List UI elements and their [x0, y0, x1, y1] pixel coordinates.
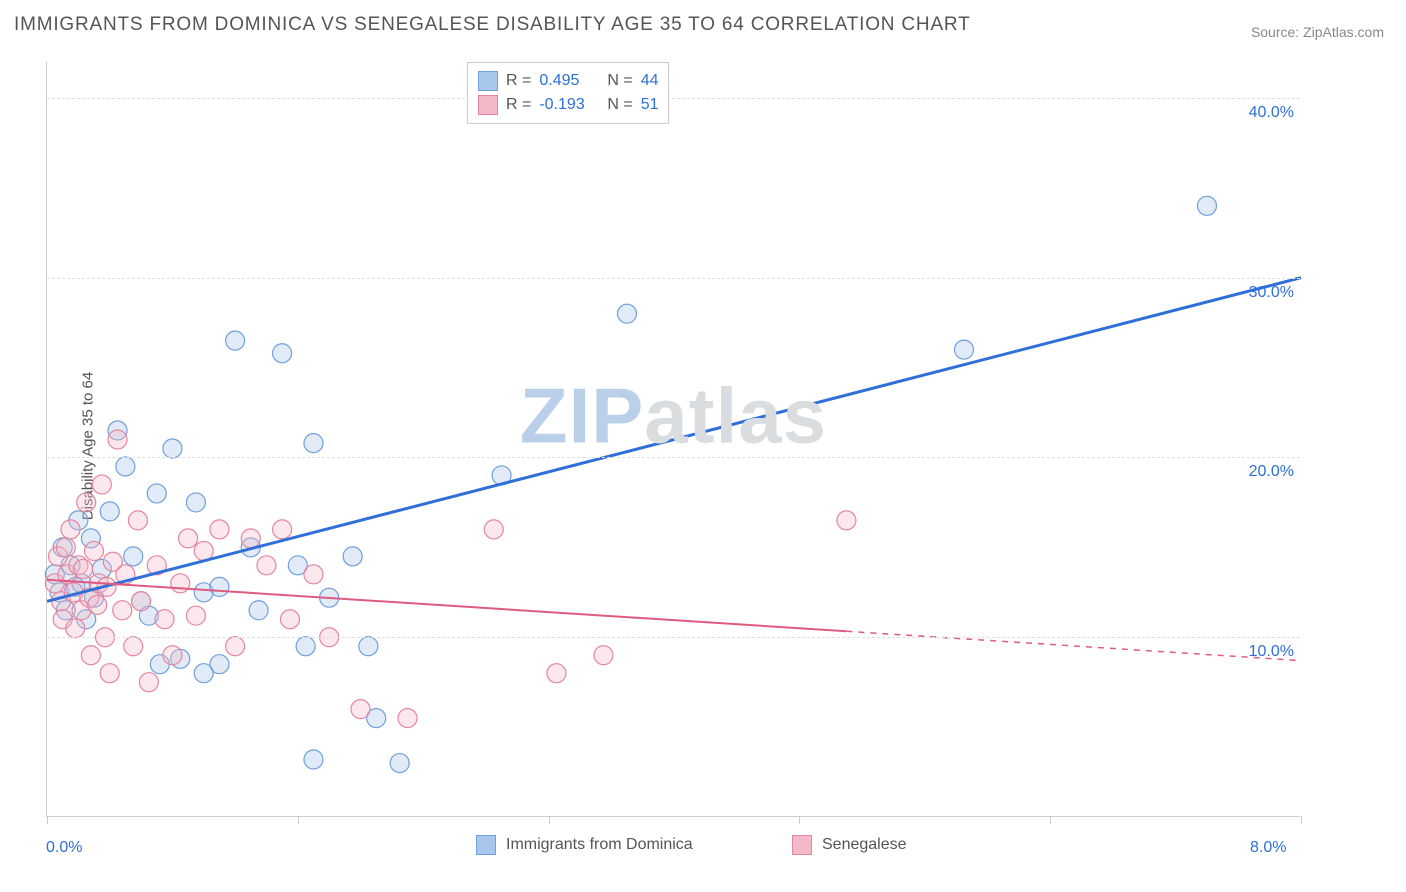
data-point: [547, 664, 566, 683]
x-tick-mark: [47, 816, 48, 824]
correlation-legend-row: R = -0.193 N = 51: [478, 93, 658, 117]
data-point: [390, 754, 409, 773]
legend-swatch: [478, 95, 498, 115]
data-point: [398, 709, 417, 728]
n-label: N =: [607, 96, 632, 114]
gridline: [47, 98, 1300, 99]
correlation-legend: R = 0.495 N = 44 R = -0.193 N = 51: [467, 62, 669, 124]
data-point: [249, 601, 268, 620]
data-point: [81, 646, 100, 665]
data-point: [617, 304, 636, 323]
r-value: 0.495: [539, 72, 599, 90]
data-point: [163, 646, 182, 665]
data-point: [163, 439, 182, 458]
correlation-legend-row: R = 0.495 N = 44: [478, 69, 658, 93]
r-value: -0.193: [539, 96, 599, 114]
data-point: [100, 664, 119, 683]
gridline: [47, 457, 1300, 458]
data-point: [296, 637, 315, 656]
n-value: 44: [641, 72, 659, 90]
data-point: [179, 529, 198, 548]
x-tick-mark: [298, 816, 299, 824]
x-tick-mark: [1050, 816, 1051, 824]
x-tick-mark: [799, 816, 800, 824]
data-point: [837, 511, 856, 530]
x-tick-mark: [549, 816, 550, 824]
data-point: [186, 493, 205, 512]
data-point: [74, 559, 93, 578]
plot-svg: [47, 62, 1300, 816]
gridline: [47, 637, 1300, 638]
data-point: [304, 565, 323, 584]
data-point: [257, 556, 276, 575]
data-point: [147, 484, 166, 503]
y-tick-label: 20.0%: [1249, 463, 1294, 481]
r-label: R =: [506, 96, 531, 114]
data-point: [61, 520, 80, 539]
data-point: [304, 750, 323, 769]
data-point: [351, 700, 370, 719]
data-point: [1197, 196, 1216, 215]
data-point: [128, 511, 147, 530]
source-label: Source: ZipAtlas.com: [1251, 24, 1384, 40]
data-point: [594, 646, 613, 665]
legend-swatch: [792, 835, 812, 855]
data-point: [226, 331, 245, 350]
data-point: [92, 475, 111, 494]
data-point: [171, 574, 190, 593]
data-point: [194, 664, 213, 683]
data-point: [66, 619, 85, 638]
y-tick-label: 10.0%: [1249, 643, 1294, 661]
y-tick-label: 40.0%: [1249, 104, 1294, 122]
chart-title: IMMIGRANTS FROM DOMINICA VS SENEGALESE D…: [14, 14, 971, 36]
data-point: [108, 430, 127, 449]
y-tick-label: 30.0%: [1249, 284, 1294, 302]
data-point: [88, 595, 107, 614]
n-label: N =: [607, 72, 632, 90]
series-legend-item: Senegalese: [792, 835, 907, 855]
regression-line-extrapolated: [846, 631, 1301, 660]
gridline: [47, 278, 1300, 279]
data-point: [132, 592, 151, 611]
regression-line: [47, 278, 1301, 602]
data-point: [210, 520, 229, 539]
data-point: [273, 520, 292, 539]
data-point: [155, 610, 174, 629]
data-point: [186, 606, 205, 625]
data-point: [116, 457, 135, 476]
data-point: [359, 637, 378, 656]
legend-label: Immigrants from Dominica: [506, 836, 693, 854]
x-tick-label: 0.0%: [46, 839, 82, 857]
data-point: [954, 340, 973, 359]
data-point: [124, 637, 143, 656]
data-point: [343, 547, 362, 566]
r-label: R =: [506, 72, 531, 90]
data-point: [304, 434, 323, 453]
legend-swatch: [478, 71, 498, 91]
data-point: [113, 601, 132, 620]
data-point: [56, 538, 75, 557]
legend-swatch: [476, 835, 496, 855]
series-legend-item: Immigrants from Dominica: [476, 835, 693, 855]
data-point: [77, 493, 96, 512]
data-point: [484, 520, 503, 539]
data-point: [241, 529, 260, 548]
data-point: [100, 502, 119, 521]
data-point: [210, 577, 229, 596]
legend-label: Senegalese: [822, 836, 907, 854]
x-tick-label: 8.0%: [1250, 839, 1286, 857]
plot-area: 10.0%20.0%30.0%40.0%ZIPatlasR =0.495N =4…: [46, 62, 1300, 817]
data-point: [280, 610, 299, 629]
data-point: [139, 673, 158, 692]
data-point: [124, 547, 143, 566]
data-point: [85, 541, 104, 560]
x-tick-mark: [1301, 816, 1302, 824]
data-point: [273, 344, 292, 363]
n-value: 51: [641, 96, 659, 114]
data-point: [226, 637, 245, 656]
chart-container: IMMIGRANTS FROM DOMINICA VS SENEGALESE D…: [0, 0, 1406, 892]
